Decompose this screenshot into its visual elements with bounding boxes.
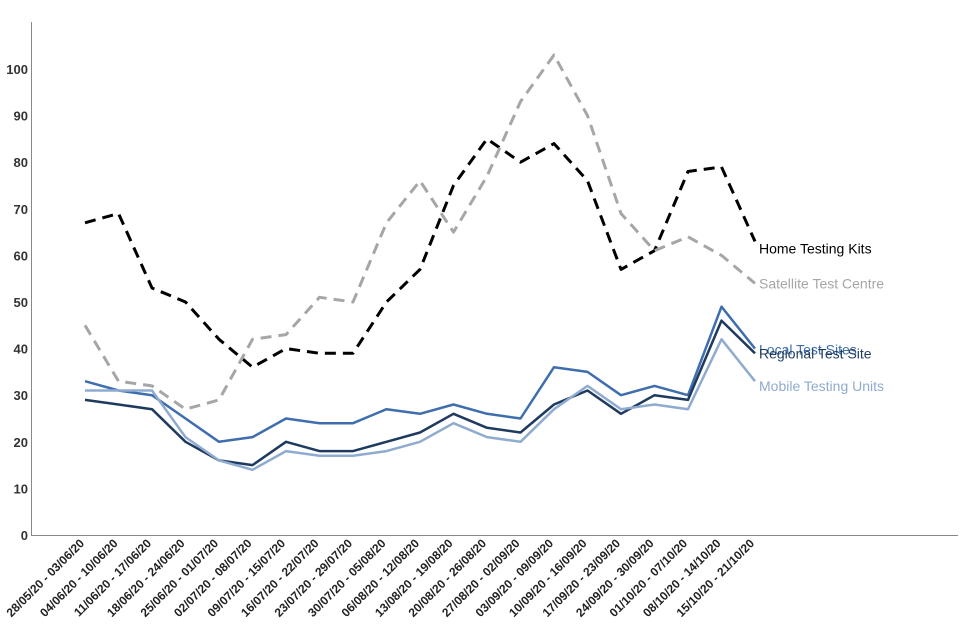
y-tick-label: 60 bbox=[14, 248, 28, 263]
series-label: Mobile Testing Units bbox=[759, 378, 884, 394]
series-line-home-testing-kits bbox=[84, 137, 757, 369]
y-tick-label: 0 bbox=[21, 528, 28, 543]
y-tick-label: 90 bbox=[14, 109, 28, 124]
series-label: Home Testing Kits bbox=[759, 240, 872, 256]
series-line-local-test-sites bbox=[84, 305, 756, 444]
y-tick-label: 30 bbox=[14, 388, 28, 403]
y-tick-label: 50 bbox=[14, 295, 28, 310]
y-tick-label: 40 bbox=[14, 342, 28, 357]
series-line-satellite-test-centre bbox=[83, 53, 756, 411]
series-label: Local Test Sites bbox=[759, 342, 857, 358]
series-labels: Home Testing Kits Satellite Test Centre Lo… bbox=[759, 240, 884, 394]
series-label: Satellite Test Centre bbox=[759, 275, 884, 291]
y-tick-labels: 0 10 20 30 40 50 60 70 80 90 100 bbox=[6, 62, 28, 543]
series-line-mobile-testing-units bbox=[85, 338, 756, 472]
series-line-regional-test-site bbox=[84, 319, 756, 467]
y-tick-label: 80 bbox=[14, 155, 28, 170]
y-tick-label: 100 bbox=[6, 62, 28, 77]
y-tick-label: 20 bbox=[14, 435, 28, 450]
y-tick-label: 10 bbox=[14, 481, 28, 496]
series-label: Regional Test Site bbox=[759, 345, 872, 361]
series-lines bbox=[83, 53, 757, 472]
y-tick-label: 70 bbox=[14, 202, 28, 217]
